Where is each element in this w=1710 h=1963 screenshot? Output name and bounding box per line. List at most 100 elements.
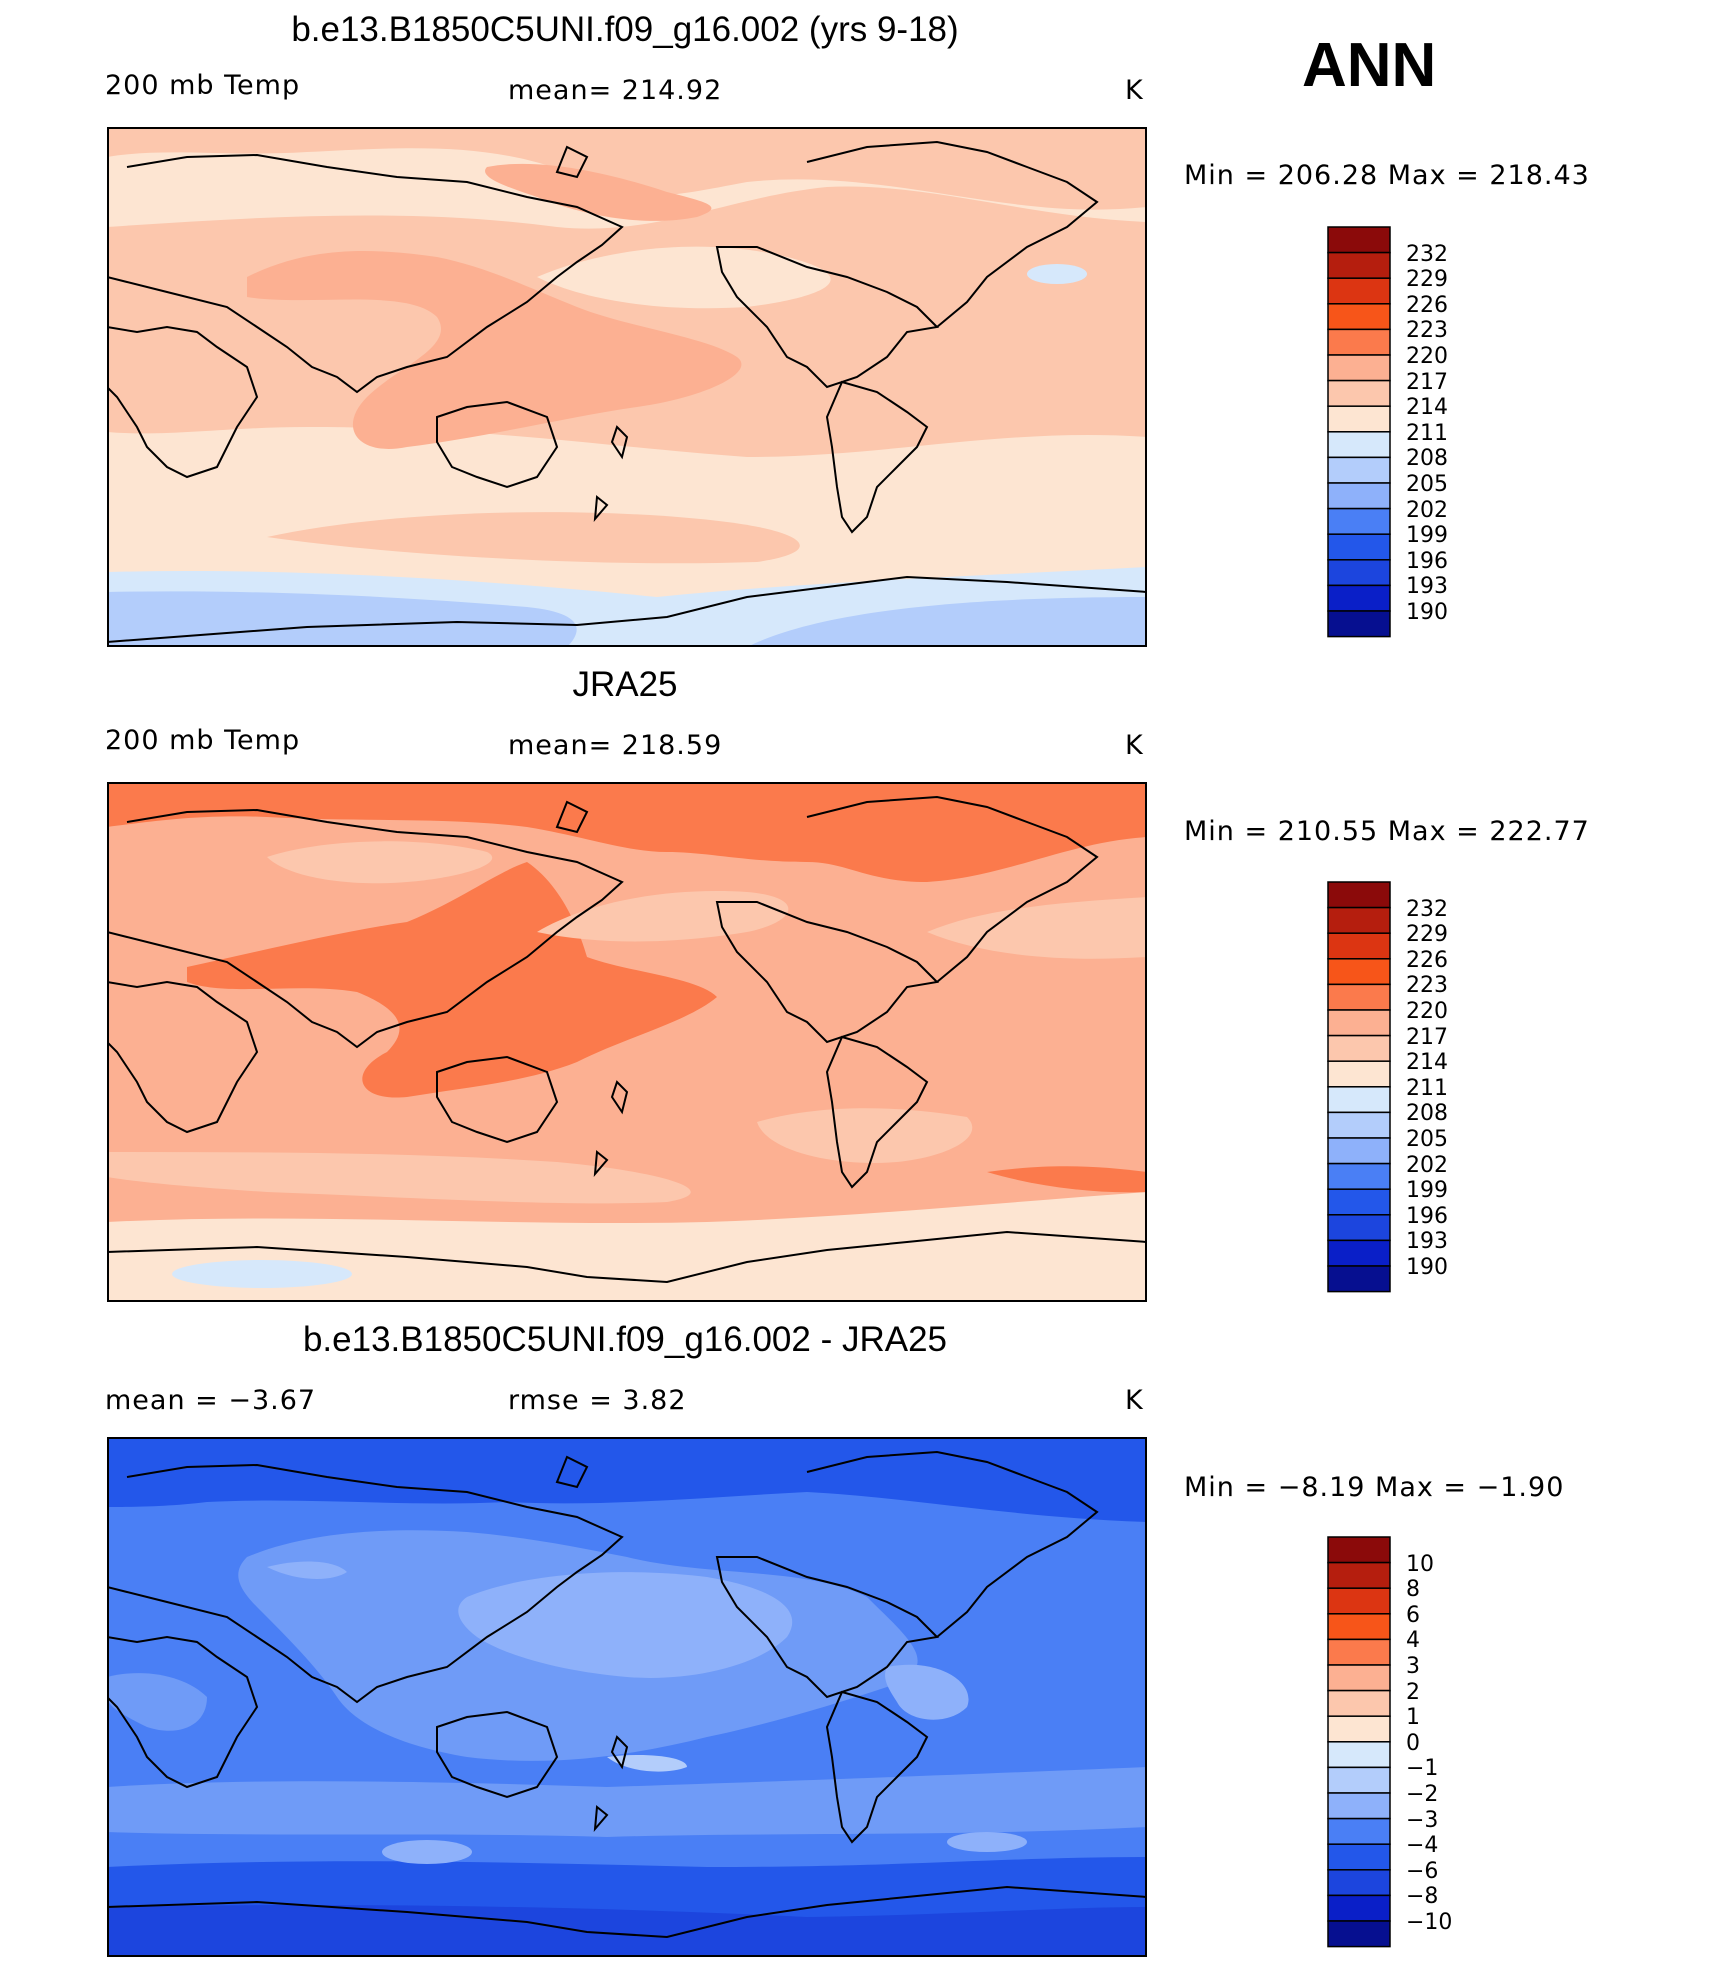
- colorbar-tick-label: 229: [1406, 922, 1448, 948]
- colorbar-box: [1327, 456, 1391, 484]
- contour-band: [267, 841, 493, 884]
- contour-band: [1027, 264, 1087, 284]
- contour-band: [107, 1152, 691, 1204]
- colorbar-tick-label: 1: [1406, 1705, 1420, 1731]
- map-frame: [107, 782, 1147, 1302]
- colorbar-box: [1327, 431, 1391, 459]
- colorbar-tick-label: 223: [1406, 973, 1448, 999]
- colorbar-tick-label: −4: [1406, 1833, 1439, 1859]
- panel3-units-label: K: [1125, 1385, 1144, 1416]
- panel3-map: [107, 1437, 1147, 1957]
- contour-band: [607, 1755, 687, 1772]
- contour-band: [757, 1108, 973, 1163]
- contour-band: [267, 512, 800, 564]
- contour-band: [247, 251, 742, 449]
- colorbar-box: [1327, 1188, 1391, 1216]
- colorbar-box: [1327, 1920, 1391, 1948]
- colorbar-box: [1327, 1869, 1391, 1897]
- colorbar-box: [1327, 932, 1391, 960]
- colorbar-tick-label: −10: [1406, 1910, 1453, 1935]
- colorbar-tick-label: −1: [1406, 1756, 1439, 1782]
- colorbar-tick-label: 211: [1406, 420, 1448, 446]
- colorbar-tick-label: 226: [1406, 947, 1448, 973]
- panel2-variable-label: 200 mb Temp: [105, 725, 301, 756]
- colorbar-box: [1327, 584, 1391, 612]
- colorbar-tick-label: 229: [1406, 267, 1448, 293]
- colorbar-box: [1327, 1162, 1391, 1190]
- colorbar-tick-label: 205: [1406, 1127, 1448, 1152]
- contour-band: [885, 1664, 969, 1720]
- contour-band: [537, 246, 831, 309]
- coastlines: [107, 795, 1147, 1284]
- colorbar-tick-label: 223: [1406, 318, 1448, 344]
- colorbar-tick-label: 0: [1406, 1730, 1420, 1756]
- colorbar-box: [1327, 983, 1391, 1011]
- colorbar-box: [1327, 1817, 1391, 1845]
- colorbar-box: [1327, 1766, 1391, 1794]
- panel1-title: b.e13.B1850C5UNI.f09_g16.002 (yrs 9-18): [291, 10, 959, 49]
- contour-band: [107, 186, 1147, 457]
- colorbar-tick-label: 190: [1406, 1255, 1448, 1280]
- colorbar-tick-label: 196: [1406, 548, 1448, 574]
- colorbar-box: [1327, 559, 1391, 587]
- colorbar-tick-label: 232: [1406, 896, 1448, 922]
- contour-band: [187, 862, 717, 1098]
- colorbar-tick-label: 205: [1406, 472, 1448, 497]
- contour-band: [267, 1561, 347, 1579]
- panel3-title: b.e13.B1850C5UNI.f09_g16.002 - JRA25: [302, 1320, 948, 1359]
- colorbar-box: [1327, 1214, 1391, 1242]
- colorbar-box: [1327, 1086, 1391, 1114]
- colorbar-tick-label: 3: [1406, 1654, 1420, 1679]
- panel1-map: [107, 127, 1147, 647]
- colorbar-box: [1327, 379, 1391, 407]
- contour-band: [107, 1767, 1147, 1837]
- panel2-units-label: K: [1125, 730, 1144, 761]
- colorbar-box: [1327, 1265, 1391, 1293]
- colorbar-tick-label: 232: [1406, 241, 1448, 267]
- contour-band: [107, 1905, 1147, 1957]
- colorbar-box: [1327, 1715, 1391, 1743]
- colorbar-tick-label: 190: [1406, 600, 1448, 625]
- colorbar-tick-label: 199: [1406, 1178, 1448, 1204]
- contour-band: [537, 891, 789, 942]
- contour-band: [947, 1832, 1027, 1852]
- panel2-map: [107, 782, 1147, 1302]
- map-frame: [107, 127, 1147, 647]
- contour-band: [107, 127, 1147, 210]
- panel2-title: JRA25: [572, 665, 678, 704]
- panel3-minmax-label: Min = −8.19 Max = −1.90: [1184, 1472, 1565, 1503]
- colorbar-tick-label: 214: [1406, 395, 1448, 421]
- colorbar-box: [1327, 303, 1391, 331]
- colorbar-box: [1327, 1664, 1391, 1692]
- panel1-mean-label: mean= 214.92: [508, 75, 723, 106]
- colorbar-box: [1327, 1792, 1391, 1820]
- colorbar-box: [1327, 1536, 1391, 1564]
- colorbar-box: [1327, 1060, 1391, 1088]
- contour-band: [747, 597, 1147, 647]
- season-label: ANN: [1302, 31, 1437, 100]
- colorbar-box: [1327, 906, 1391, 934]
- colorbar-box: [1327, 533, 1391, 561]
- colorbar-box: [1327, 1843, 1391, 1871]
- colorbar-box: [1327, 1741, 1391, 1769]
- panel2-colorbar: [1327, 881, 1391, 1293]
- contour-band: [107, 782, 1147, 882]
- colorbar-box: [1327, 1034, 1391, 1062]
- colorbar-box: [1327, 354, 1391, 382]
- colorbar-tick-label: 208: [1406, 1101, 1448, 1127]
- colorbar-box: [1327, 251, 1391, 279]
- colorbar-tick-label: 8: [1406, 1577, 1420, 1603]
- colorbar-tick-label: −6: [1406, 1858, 1439, 1884]
- contour-band: [172, 1260, 352, 1288]
- colorbar-tick-label: 217: [1406, 369, 1448, 395]
- contour-band: [107, 1673, 207, 1731]
- panel1-variable-label: 200 mb Temp: [105, 70, 301, 101]
- colorbar-box: [1327, 1009, 1391, 1037]
- colorbar-box: [1327, 610, 1391, 638]
- colorbar-box: [1327, 226, 1391, 254]
- contour-band: [927, 897, 1147, 959]
- colorbar-tick-label: 214: [1406, 1050, 1448, 1076]
- colorbar-box: [1327, 482, 1391, 510]
- colorbar-tick-label: −2: [1406, 1782, 1439, 1807]
- colorbar-tick-label: 220: [1406, 999, 1448, 1024]
